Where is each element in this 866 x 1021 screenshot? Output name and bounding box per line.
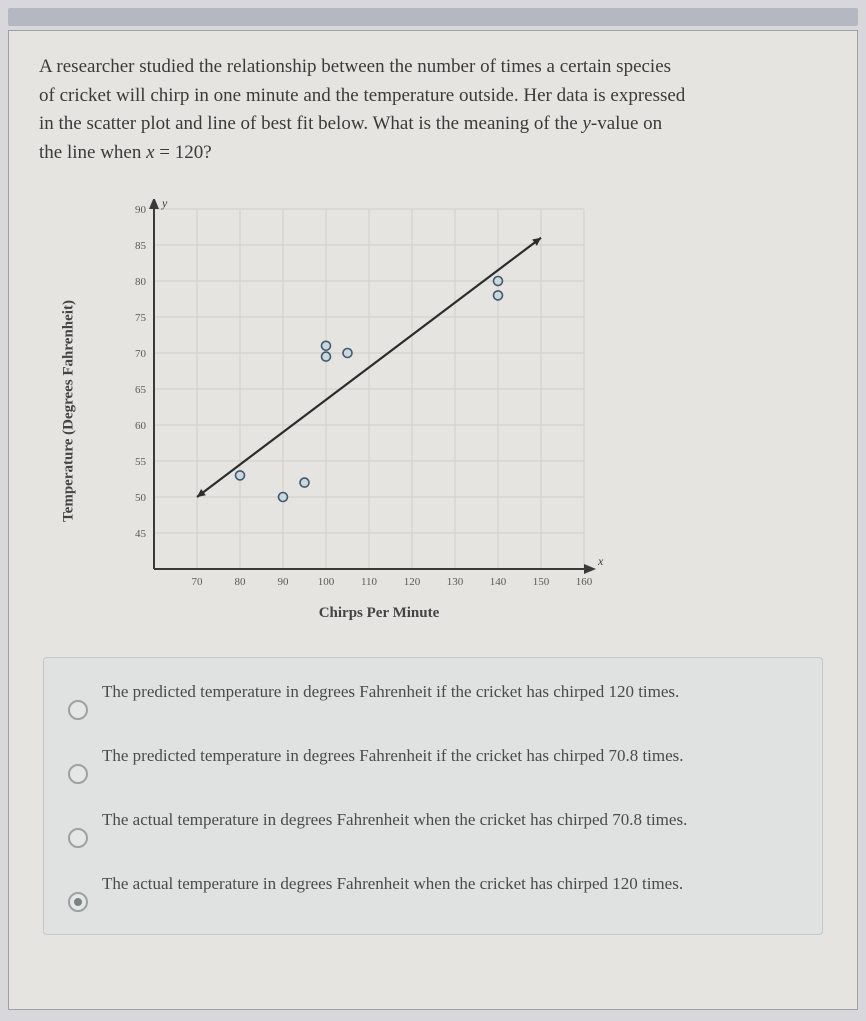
svg-text:45: 45 — [135, 528, 147, 540]
question-line1: A researcher studied the relationship be… — [39, 56, 671, 77]
option-text: The predicted temperature in degrees Fah… — [102, 680, 798, 705]
question-line4a: the line when — [39, 142, 146, 163]
svg-text:80: 80 — [135, 276, 147, 288]
question-eq: = 120? — [155, 142, 212, 163]
svg-text:65: 65 — [135, 384, 147, 396]
scatter-plot: y x 70 80 90 100 110 120 130 140 150 160 45 50 55 60 65 7… — [99, 199, 609, 599]
svg-text:y: y — [161, 199, 168, 210]
question-page: A researcher studied the relationship be… — [8, 30, 858, 1010]
question-text: A researcher studied the relationship be… — [39, 53, 827, 167]
svg-text:x: x — [597, 554, 604, 568]
option-row[interactable]: The actual temperature in degrees Fahren… — [68, 872, 798, 912]
option-text: The actual temperature in degrees Fahren… — [102, 872, 798, 897]
question-line2: of cricket will chirp in one minute and … — [39, 85, 685, 106]
svg-text:150: 150 — [533, 576, 550, 588]
svg-text:90: 90 — [278, 576, 290, 588]
radio-button[interactable] — [68, 700, 88, 720]
svg-text:120: 120 — [404, 576, 421, 588]
question-line3: in the scatter plot and line of best fit… — [39, 113, 582, 134]
question-line3b: -value on — [591, 113, 662, 134]
svg-text:130: 130 — [447, 576, 464, 588]
svg-text:50: 50 — [135, 492, 147, 504]
svg-text:100: 100 — [318, 576, 335, 588]
radio-button[interactable] — [68, 892, 88, 912]
svg-text:85: 85 — [135, 240, 147, 252]
svg-text:140: 140 — [490, 576, 507, 588]
svg-text:80: 80 — [235, 576, 247, 588]
radio-button[interactable] — [68, 828, 88, 848]
option-text: The actual temperature in degrees Fahren… — [102, 808, 798, 833]
y-variable: y — [582, 113, 590, 134]
option-row[interactable]: The predicted temperature in degrees Fah… — [68, 680, 798, 720]
window-top-bar — [8, 8, 858, 26]
svg-text:160: 160 — [576, 576, 593, 588]
chart-container: Temperature (Degrees Fahrenheit) yx70809… — [99, 199, 619, 622]
svg-text:75: 75 — [135, 312, 147, 324]
svg-text:70: 70 — [192, 576, 204, 588]
radio-button[interactable] — [68, 764, 88, 784]
svg-text:60: 60 — [135, 420, 147, 432]
option-row[interactable]: The actual temperature in degrees Fahren… — [68, 808, 798, 848]
svg-text:90: 90 — [135, 204, 147, 216]
x-axis-label: Chirps Per Minute — [99, 605, 619, 622]
option-row[interactable]: The predicted temperature in degrees Fah… — [68, 744, 798, 784]
option-text: The predicted temperature in degrees Fah… — [102, 744, 798, 769]
svg-text:70: 70 — [135, 348, 147, 360]
svg-text:110: 110 — [361, 576, 378, 588]
y-axis-label: Temperature (Degrees Fahrenheit) — [61, 300, 78, 522]
x-variable: x — [146, 142, 154, 163]
svg-text:55: 55 — [135, 456, 147, 468]
answer-options: The predicted temperature in degrees Fah… — [43, 657, 823, 935]
